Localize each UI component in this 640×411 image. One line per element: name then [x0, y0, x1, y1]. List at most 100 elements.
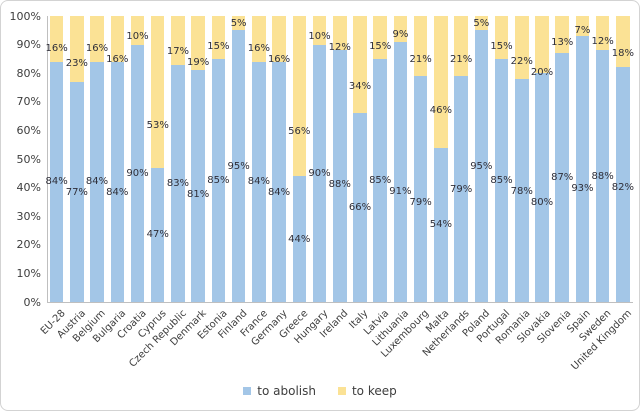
bar-keep-United Kingdom — [616, 16, 630, 68]
bar-abolish-France — [252, 61, 266, 302]
bar-abolish-Estonia — [211, 58, 226, 302]
legend-item-to-abolish: to abolish — [243, 384, 316, 398]
bar-abolish-Hungary — [312, 44, 327, 302]
data-label-keep-Finland: 5% — [230, 17, 247, 29]
y-axis-tick-label: 100% — [9, 9, 41, 23]
bar-abolish-Lithuania — [393, 41, 408, 302]
data-label-abolish-Hungary: 90% — [308, 167, 331, 179]
data-label-abolish-Bulgaria: 84% — [106, 187, 129, 199]
data-label-abolish-Malta: 54% — [429, 219, 452, 231]
bar-abolish-Czech Republic — [171, 64, 185, 302]
y-axis-tick-label: 60% — [16, 123, 41, 137]
data-label-keep-Romania: 22% — [510, 55, 533, 67]
data-label-abolish-Lithuania: 91% — [389, 185, 412, 197]
data-label-keep-Germany: 16% — [267, 54, 291, 66]
data-label-abolish-Sweden: 88% — [591, 170, 614, 182]
data-label-keep-Netherlands: 21% — [449, 53, 473, 65]
bar-keep-Slovakia — [535, 16, 549, 74]
data-label-keep-United Kingdom: 18% — [611, 47, 634, 59]
data-label-abolish-Germany: 84% — [267, 187, 291, 199]
data-label-keep-Austria: 23% — [65, 57, 88, 69]
bar-abolish-Belgium — [90, 61, 104, 302]
bar-abolish-Sweden — [595, 50, 610, 302]
data-label-keep-Belgium: 16% — [85, 43, 109, 55]
data-label-keep-Hungary: 10% — [308, 31, 331, 43]
bar-abolish-Italy — [353, 113, 367, 302]
data-label-keep-Poland: 5% — [473, 17, 490, 29]
data-label-keep-Czech Republic: 17% — [166, 45, 190, 57]
bar-abolish-EU-28 — [49, 61, 64, 302]
data-label-keep-Bulgaria: 16% — [106, 54, 129, 66]
bar-keep-Ireland — [333, 16, 347, 51]
data-label-abolish-Portugal: 85% — [490, 174, 513, 186]
data-label-abolish-Poland: 95% — [470, 160, 493, 172]
bar-keep-Croatia — [130, 16, 145, 45]
bar-abolish-Luxembourg — [413, 76, 428, 302]
data-label-abolish-Netherlands: 79% — [449, 183, 473, 195]
bar-keep-Estonia — [211, 16, 226, 59]
data-label-abolish-Slovenia: 87% — [551, 172, 574, 184]
data-label-abolish-Ireland: 88% — [328, 178, 351, 190]
bar-keep-Belgium — [90, 16, 104, 62]
bar-keep-Sweden — [595, 16, 610, 51]
bar-keep-France — [252, 16, 266, 62]
data-label-keep-Estonia: 15% — [207, 41, 230, 53]
data-label-keep-Cyprus: 53% — [146, 119, 169, 131]
y-axis-tick-label: 70% — [16, 95, 41, 109]
data-label-abolish-Romania: 78% — [510, 185, 533, 197]
bar-abolish-Romania — [515, 78, 529, 302]
y-axis-tick-label: 80% — [16, 66, 41, 80]
bar-abolish-Croatia — [130, 44, 145, 302]
bar-abolish-United Kingdom — [616, 67, 630, 302]
data-label-abolish-United Kingdom: 82% — [611, 181, 634, 193]
y-axis-tick-label: 10% — [16, 266, 41, 280]
legend-label-to-abolish: to abolish — [257, 384, 316, 398]
bar-keep-Greece — [292, 16, 307, 177]
bar-keep-Germany — [272, 16, 286, 62]
data-label-abolish-Croatia: 90% — [126, 167, 149, 179]
y-axis-tick-label: 30% — [16, 209, 41, 223]
x-axis-line — [46, 302, 633, 303]
bar-abolish-Netherlands — [454, 76, 468, 302]
data-label-abolish-Belgium: 84% — [85, 176, 109, 188]
bar-abolish-Poland — [474, 30, 489, 302]
y-axis-tick-label: 0% — [23, 295, 41, 309]
bar-keep-Spain — [575, 16, 590, 37]
bar-abolish-Austria — [70, 81, 84, 302]
y-axis-tick-label: 20% — [16, 238, 41, 252]
data-label-abolish-Finland: 95% — [227, 160, 250, 172]
bar-keep-Latvia — [373, 16, 387, 59]
bar-abolish-Bulgaria — [110, 61, 125, 302]
bar-abolish-Malta — [434, 147, 448, 302]
data-label-keep-EU-28: 16% — [45, 43, 68, 55]
data-label-keep-Denmark: 19% — [187, 56, 210, 68]
bar-keep-Austria — [70, 16, 84, 82]
bar-keep-Poland — [474, 16, 489, 31]
y-axis-tick-label: 50% — [16, 152, 41, 166]
data-label-abolish-EU-28: 84% — [45, 176, 68, 188]
data-label-abolish-Cyprus: 47% — [146, 229, 169, 241]
bar-abolish-Finland — [231, 30, 246, 302]
bar-keep-Finland — [231, 16, 246, 31]
bar-abolish-Denmark — [191, 70, 205, 302]
bar-abolish-Portugal — [494, 58, 509, 302]
data-label-abolish-Italy: 66% — [348, 202, 372, 214]
data-label-keep-Greece: 56% — [288, 125, 311, 137]
data-label-abolish-Slovakia: 80% — [530, 196, 554, 208]
bar-keep-Denmark — [191, 16, 205, 71]
y-axis-tick-label: 40% — [16, 181, 41, 195]
data-label-keep-France: 16% — [247, 43, 270, 55]
bar-abolish-Latvia — [373, 58, 387, 302]
legend-swatch-to-keep-icon — [337, 387, 346, 395]
data-label-keep-Malta: 46% — [429, 105, 452, 117]
bar-keep-Netherlands — [454, 16, 468, 77]
bar-abolish-Slovakia — [535, 73, 549, 302]
y-axis-tick-label: 90% — [16, 38, 41, 52]
legend: to abolish to keep — [1, 384, 639, 398]
data-label-abolish-Austria: 77% — [65, 187, 88, 199]
data-label-abolish-Luxembourg: 79% — [409, 196, 432, 208]
bar-keep-Italy — [353, 16, 367, 114]
legend-item-to-keep: to keep — [337, 384, 397, 398]
data-label-abolish-Greece: 44% — [288, 233, 311, 245]
bar-keep-Lithuania — [393, 16, 408, 42]
